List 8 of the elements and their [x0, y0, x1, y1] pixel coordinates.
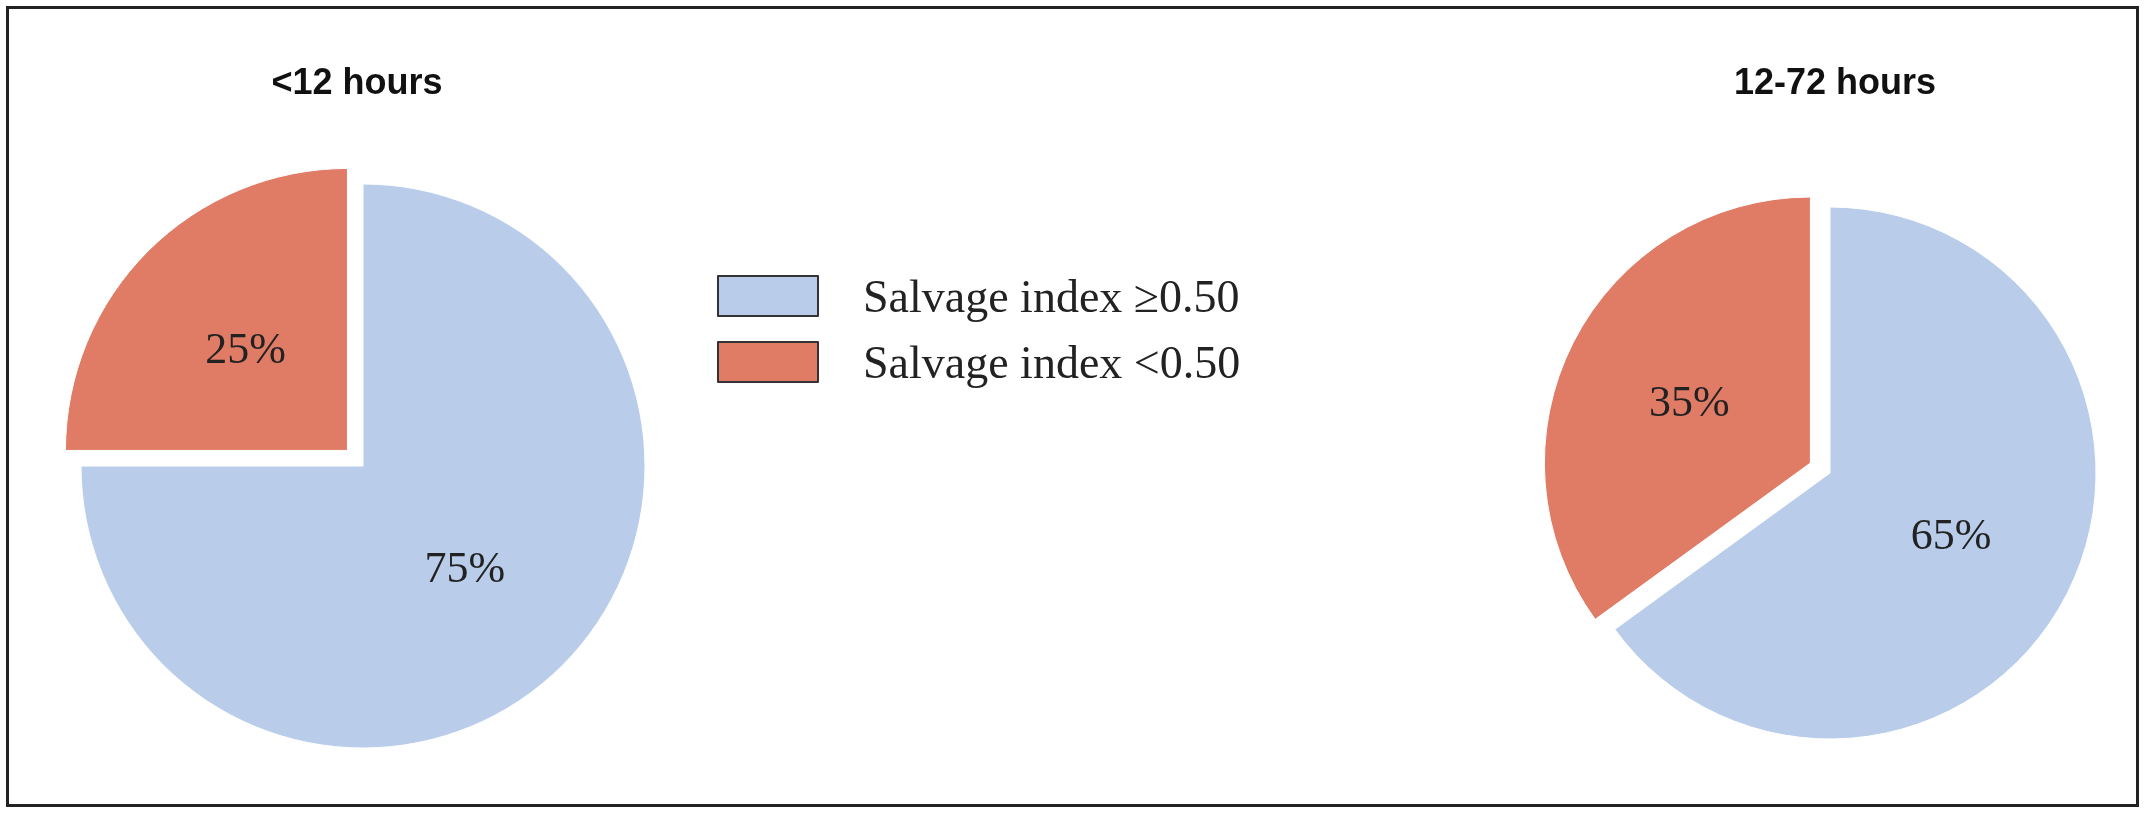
legend-label: Salvage index <0.50	[863, 336, 1241, 388]
data-label: 35%	[1648, 376, 1730, 426]
chart-title: 12-72 hours	[1733, 60, 1937, 102]
data-label: 25%	[205, 324, 286, 374]
legend-label: Salvage index ≥0.50	[863, 270, 1240, 322]
chart-title: <12 hours	[271, 60, 443, 102]
data-label: 75%	[424, 543, 506, 593]
data-label: 65%	[1910, 510, 1992, 560]
